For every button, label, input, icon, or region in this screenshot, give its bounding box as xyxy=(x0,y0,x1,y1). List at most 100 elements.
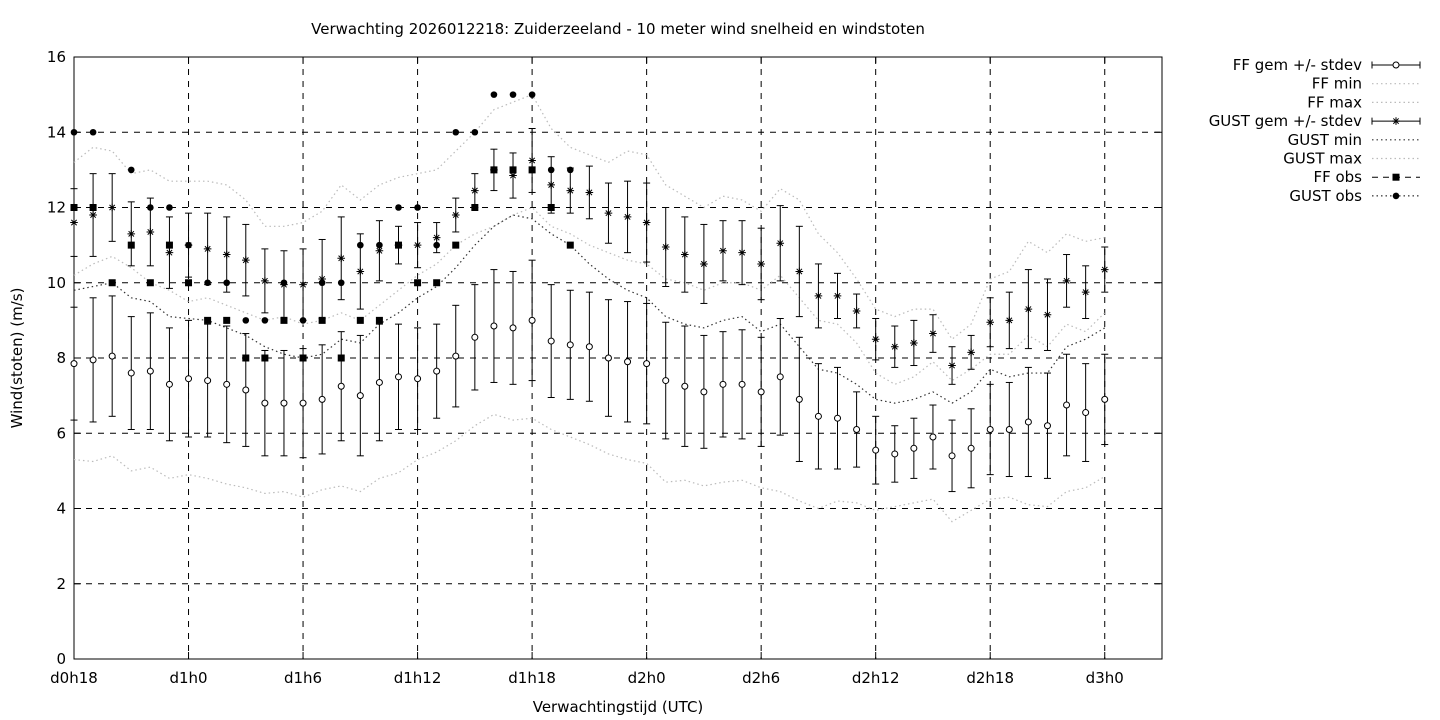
gust-obs-point xyxy=(242,317,250,324)
gust-obs-point xyxy=(357,241,364,249)
gust-mean-point xyxy=(757,260,765,268)
y-tick-label: 14 xyxy=(47,123,66,141)
ff-obs-point xyxy=(414,279,422,287)
ff-mean-point xyxy=(108,352,116,360)
gust-mean-point xyxy=(318,275,326,283)
series-line-ff-max xyxy=(73,206,1106,386)
ff-mean-point xyxy=(509,324,517,332)
gust-obs-point xyxy=(147,204,154,211)
ff-obs-point xyxy=(490,166,498,174)
ff-mean-point xyxy=(910,444,918,452)
ff-obs-point xyxy=(89,204,97,211)
ff-mean-point xyxy=(776,373,784,381)
ff-mean-point xyxy=(356,392,364,400)
gust-mean-point xyxy=(986,318,995,327)
gust-mean-point xyxy=(566,186,575,195)
ff-mean-point xyxy=(433,367,441,375)
legend-entry: FF obs xyxy=(1313,168,1420,186)
gust-mean-point xyxy=(375,246,384,255)
gust-obs-point xyxy=(566,166,574,174)
ff-obs-point xyxy=(356,316,364,324)
ff-obs-point xyxy=(299,354,307,362)
gust-mean-point xyxy=(948,361,956,370)
legend-label: FF gem +/- stdev xyxy=(1233,56,1362,74)
ff-mean-point xyxy=(719,380,727,388)
ff-mean-point xyxy=(929,433,937,441)
gust-mean-point xyxy=(299,280,307,289)
gust-mean-point xyxy=(509,171,517,180)
legend-marker xyxy=(1392,61,1400,69)
legend-label: FF min xyxy=(1312,75,1362,93)
ff-mean-point xyxy=(242,386,250,394)
x-tick-label: d2h6 xyxy=(742,669,780,687)
gust-mean-point xyxy=(1024,305,1033,313)
ff-mean-point xyxy=(261,399,269,407)
ff-obs-point xyxy=(375,316,383,324)
gust-obs-point xyxy=(490,91,498,98)
ff-mean-point xyxy=(662,377,670,385)
ff-mean-point xyxy=(967,444,975,452)
gust-mean-point xyxy=(528,156,536,165)
gust-mean-point xyxy=(222,250,231,259)
gust-obs-point xyxy=(433,241,440,249)
ff-mean-point xyxy=(891,450,899,458)
gust-obs-point xyxy=(318,279,326,287)
chart-title: Verwachting 2026012218: Zuiderzeeland - … xyxy=(311,20,925,38)
gust-obs-point xyxy=(166,204,173,211)
series-line-ff-min xyxy=(73,413,1106,523)
gust-mean-point xyxy=(471,186,479,195)
ff-obs-point xyxy=(223,316,231,324)
gust-mean-point xyxy=(719,246,727,255)
ff-mean-point xyxy=(757,388,765,396)
y-tick-label: 6 xyxy=(56,424,66,442)
gust-mean-point xyxy=(89,211,97,219)
ff-mean-point xyxy=(795,395,803,403)
gust-mean-point xyxy=(661,243,670,251)
ff-mean-point xyxy=(146,367,154,375)
ff-mean-point xyxy=(204,377,212,385)
ff-mean-point xyxy=(375,378,383,386)
gust-mean-point xyxy=(910,339,918,347)
gust-mean-point xyxy=(146,228,155,236)
legend-marker xyxy=(1392,173,1400,181)
legend-entry: FF gem +/- stdev xyxy=(1233,56,1421,74)
gust-mean-point xyxy=(1062,277,1071,285)
y-axis-label: Wind(stoten) (m/s) xyxy=(8,288,26,429)
gust-mean-point xyxy=(203,245,212,253)
ff-mean-point xyxy=(738,380,746,388)
gust-mean-point xyxy=(890,342,899,351)
ff-mean-point xyxy=(452,352,460,360)
ff-mean-point xyxy=(89,356,97,364)
ff-obs-point xyxy=(108,279,116,287)
legend-label: FF obs xyxy=(1313,168,1362,186)
gust-mean-point xyxy=(585,188,594,197)
ff-mean-point xyxy=(948,452,956,460)
legend-label: FF max xyxy=(1307,93,1362,111)
ff-obs-point xyxy=(452,241,460,249)
ff-mean-point xyxy=(1101,395,1109,403)
ff-obs-point xyxy=(566,241,574,249)
gust-obs-point xyxy=(223,279,231,287)
ff-mean-point xyxy=(681,382,689,390)
ff-obs-point xyxy=(318,316,326,324)
x-tick-label: d3h0 xyxy=(1086,669,1124,687)
gust-mean-point xyxy=(852,307,861,315)
ff-obs-point xyxy=(471,204,479,211)
legend-entry: GUST gem +/- stdev xyxy=(1209,112,1421,130)
legend-entry: FF min xyxy=(1312,75,1420,93)
ff-mean-point xyxy=(643,360,651,368)
legend-entry: GUST min xyxy=(1288,131,1420,149)
gust-mean-point xyxy=(261,277,269,285)
gust-mean-point xyxy=(1005,316,1014,325)
ff-mean-point xyxy=(814,412,822,420)
gust-mean-point xyxy=(451,211,460,219)
ff-mean-point xyxy=(490,322,498,330)
y-tick-label: 2 xyxy=(56,575,66,593)
ff-obs-point xyxy=(528,166,536,174)
gust-mean-point xyxy=(547,181,555,189)
gust-obs-point xyxy=(471,128,479,136)
ff-mean-point xyxy=(604,354,612,362)
gust-obs-point xyxy=(337,279,345,287)
gust-obs-point xyxy=(414,204,421,211)
ff-mean-point xyxy=(299,399,307,407)
